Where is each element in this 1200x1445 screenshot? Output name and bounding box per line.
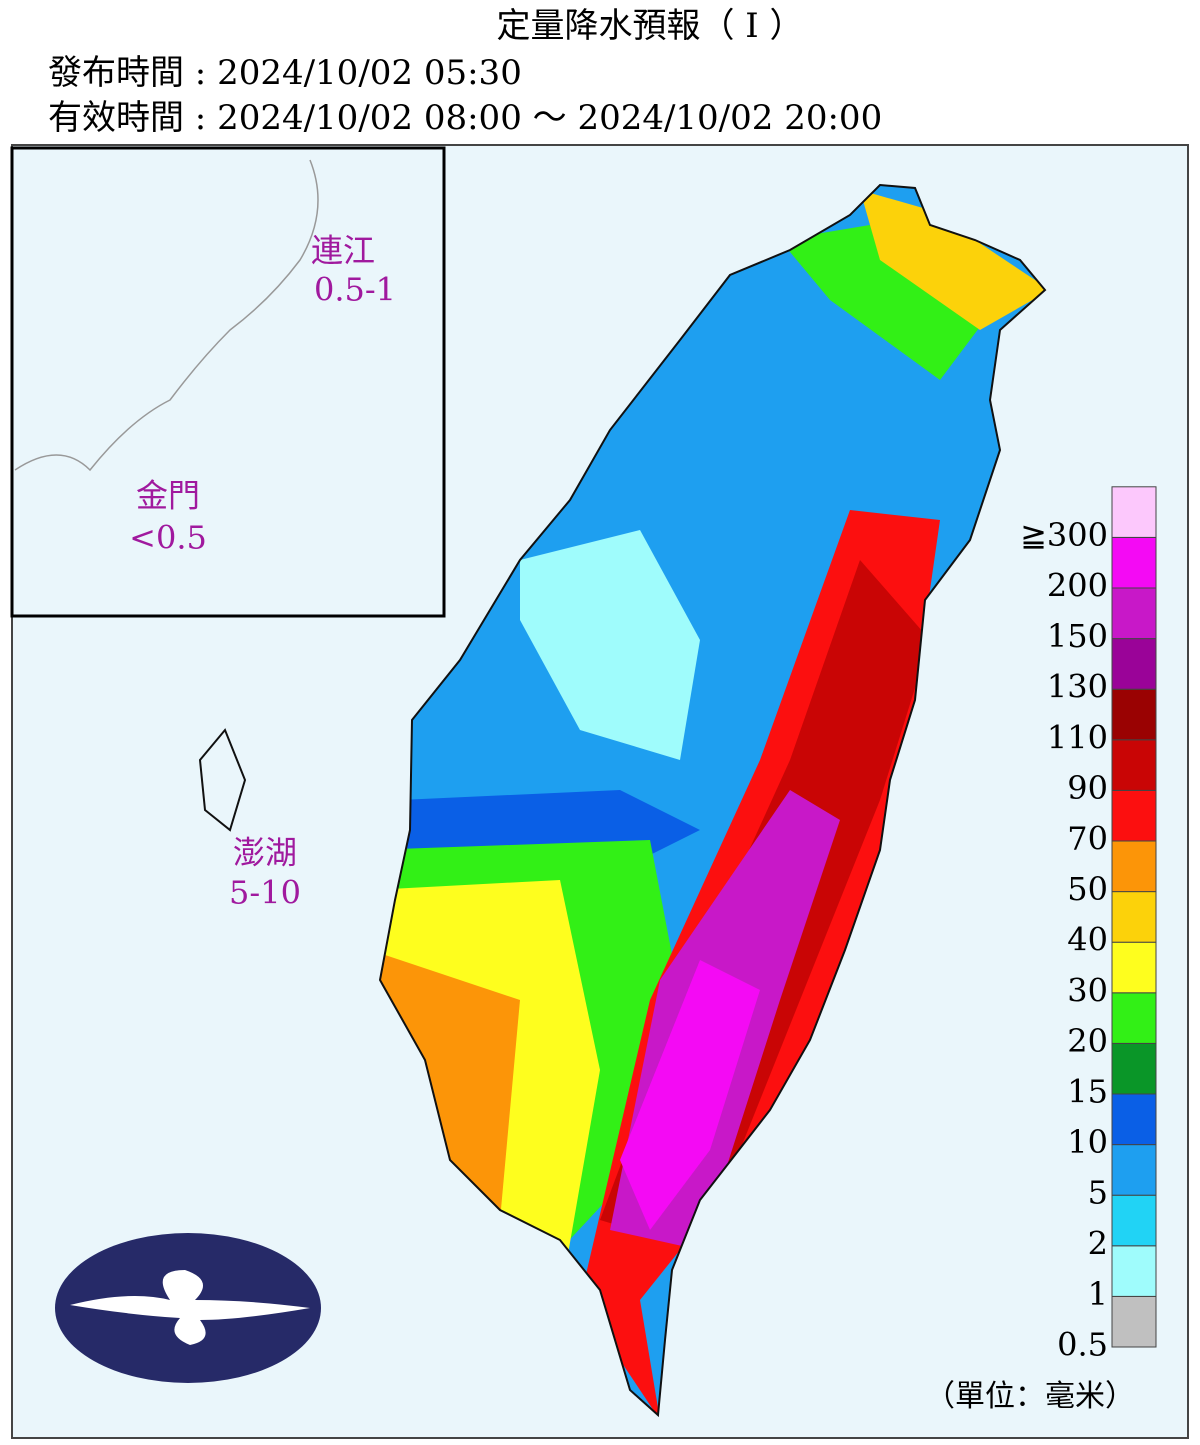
legend-swatch <box>1111 1093 1157 1146</box>
legend-level: 150 <box>1047 617 1108 655</box>
legend-level: 110 <box>1047 718 1108 756</box>
legend-swatch <box>1111 536 1157 589</box>
legend-swatch <box>1111 587 1157 640</box>
legend-level: 50 <box>1067 870 1108 908</box>
legend-level: ≧300 <box>1020 516 1108 554</box>
logo-mark <box>70 1270 310 1345</box>
legend-swatch <box>1111 638 1157 690</box>
unit-label: （單位：毫米） <box>925 1379 1135 1414</box>
legend-swatch <box>1111 1245 1157 1297</box>
island-outline <box>378 183 1047 1418</box>
legend-level: 0.5 <box>1057 1326 1108 1364</box>
penghu-outline <box>198 728 247 832</box>
legend-swatch <box>1111 1194 1157 1247</box>
region-name: 連江 <box>311 232 375 270</box>
region-name: 金門 <box>136 477 200 515</box>
region-range: <0.5 <box>129 519 207 557</box>
legend-swatch <box>1111 1144 1157 1196</box>
legend-swatch <box>1111 739 1157 791</box>
legend-level: 70 <box>1067 820 1108 858</box>
legend-swatch <box>1111 1042 1157 1095</box>
legend-swatch <box>1111 486 1157 538</box>
legend-swatch <box>1111 688 1157 741</box>
legend-swatch <box>1111 941 1157 994</box>
inset-frame <box>10 146 446 618</box>
legend-level: 20 <box>1067 1022 1108 1060</box>
title: 定量降水預報（ I ） <box>496 6 803 46</box>
legend-level: 1 <box>1088 1275 1108 1313</box>
legend-level: 200 <box>1047 567 1108 605</box>
legend-level: 40 <box>1067 921 1108 959</box>
region-range: 5-10 <box>229 874 301 912</box>
inset-coast <box>14 159 319 472</box>
legend-level: 10 <box>1067 1123 1108 1161</box>
legend-swatch <box>1111 789 1157 842</box>
legend-level: 5 <box>1088 1174 1108 1212</box>
legend-swatch <box>1111 992 1157 1044</box>
region-range: 0.5-1 <box>314 271 396 309</box>
legend-level: 30 <box>1067 971 1108 1009</box>
legend-level: 15 <box>1067 1073 1108 1111</box>
region-name: 澎湖 <box>233 834 297 872</box>
issued-time: 發布時間 : 2024/10/02 05:30 <box>48 53 522 93</box>
legend-level: 90 <box>1067 769 1108 807</box>
legend-level: 130 <box>1047 668 1108 706</box>
legend-swatch <box>1111 891 1157 943</box>
valid-time: 有效時間 : 2024/10/02 08:00 ～ 2024/10/02 20:… <box>48 98 882 138</box>
legend-swatch <box>1111 1295 1157 1348</box>
legend-level: 2 <box>1088 1224 1108 1262</box>
legend-swatch <box>1111 840 1157 893</box>
